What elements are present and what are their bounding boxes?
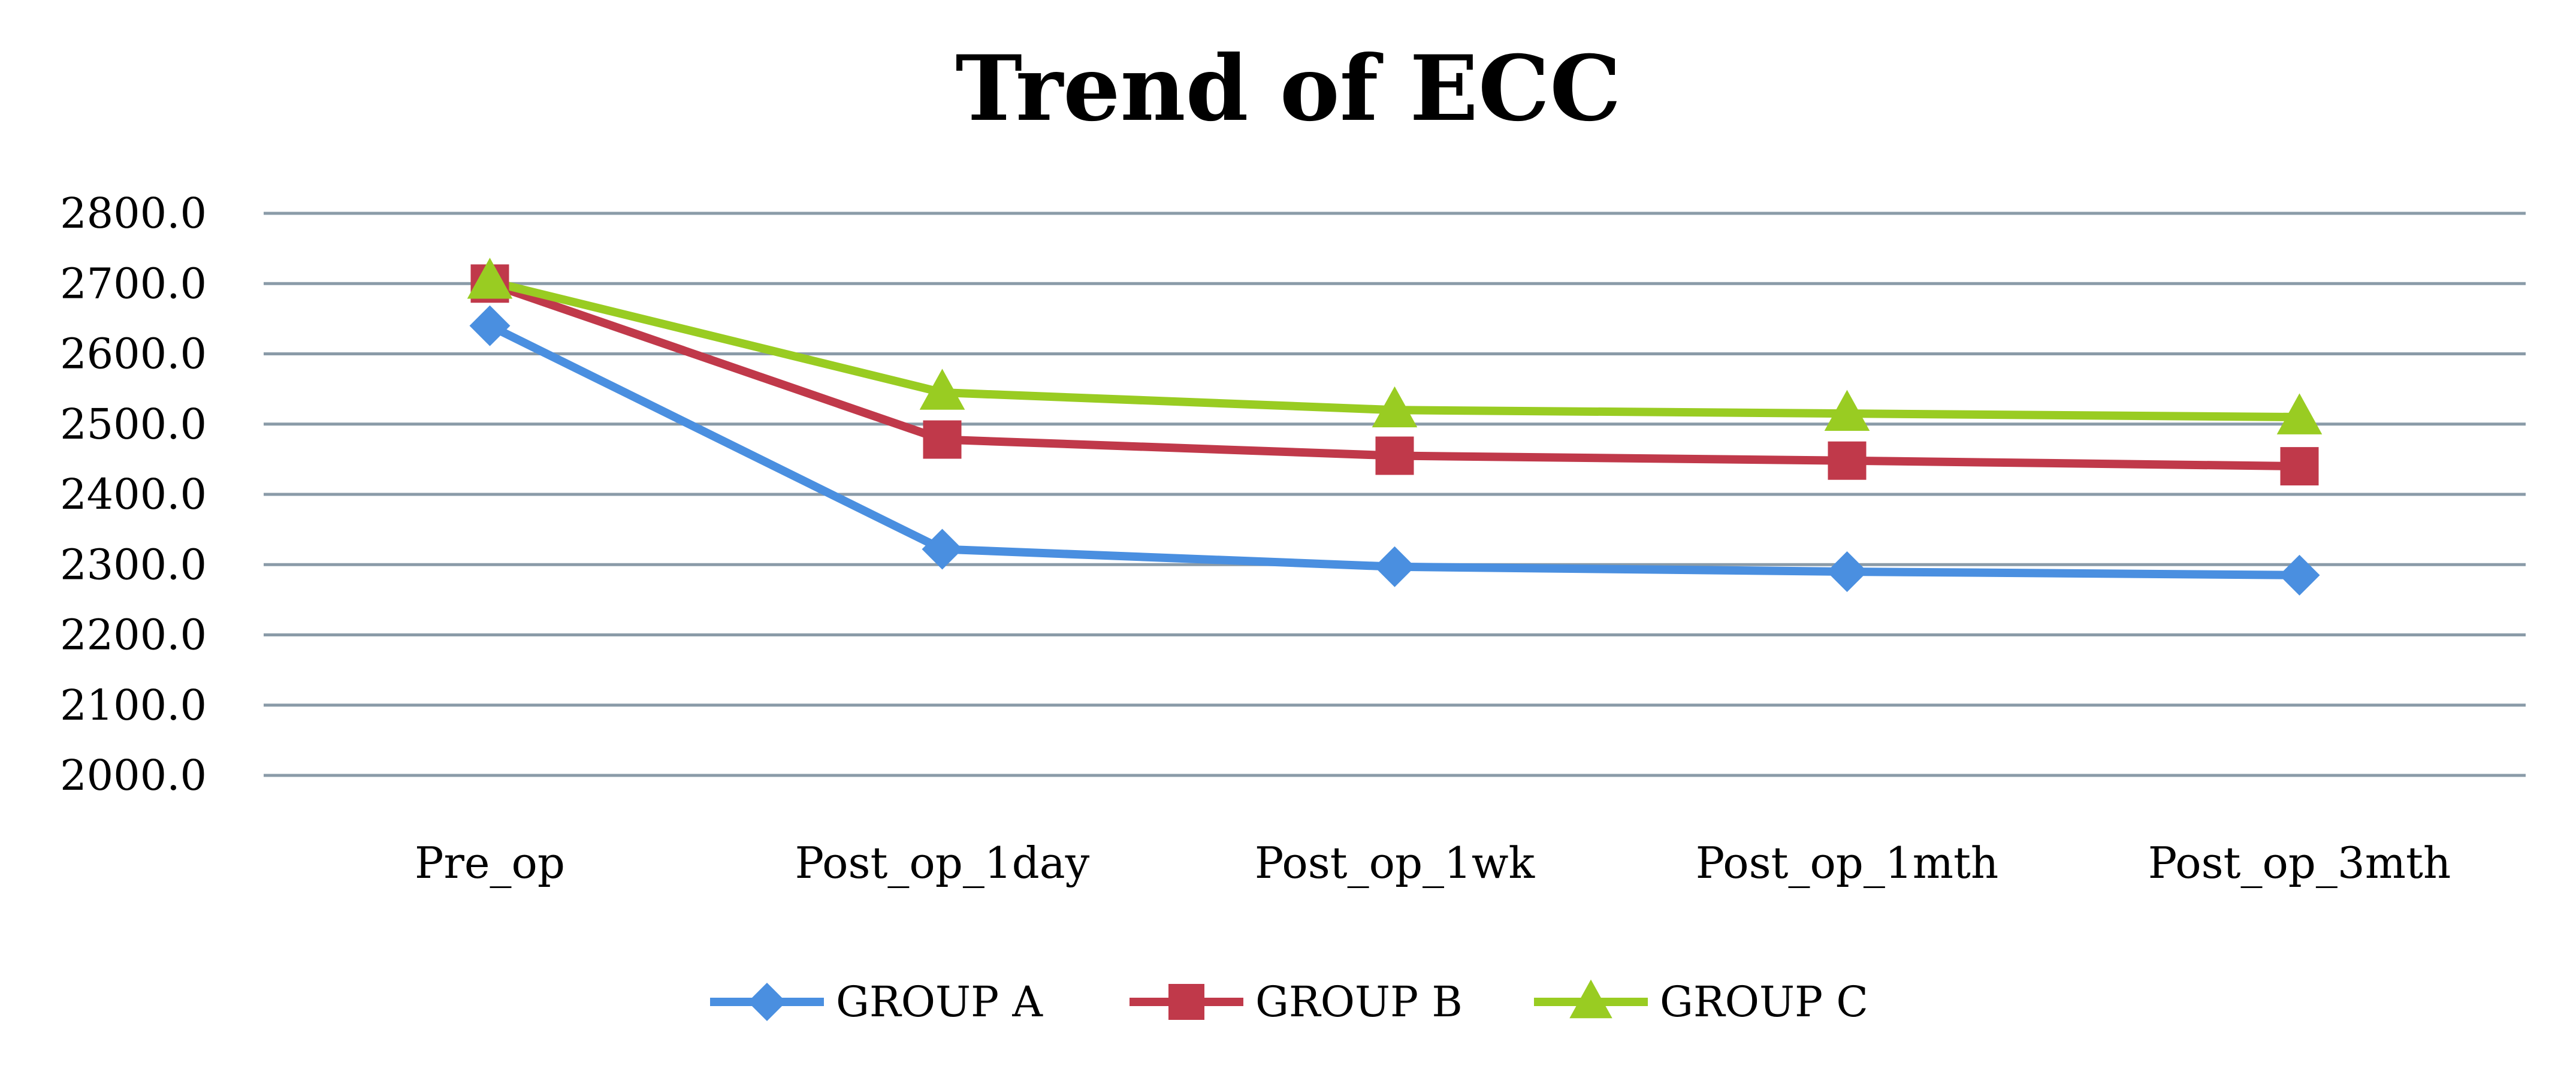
group-c-point [1372, 386, 1418, 428]
group-b-point [2280, 447, 2319, 486]
group-a-point [2279, 554, 2320, 596]
series-lines [485, 277, 2304, 579]
series-markers [467, 258, 2323, 596]
y-tick-label: 2200.0 [60, 611, 207, 660]
group-a-point [1374, 546, 1415, 587]
group-c-point [2276, 393, 2323, 434]
legend: GROUP A GROUP B GROUP C [710, 977, 1868, 1026]
group-c-point [467, 258, 513, 299]
x-tick-label: Post_op_1day [795, 838, 1090, 888]
y-tick-label: 2800.0 [60, 189, 207, 238]
y-tick-label: 2300.0 [60, 540, 207, 589]
x-tick-label: Post_op_1wk [1255, 838, 1536, 888]
y-axis-ticks: 2800.0 2700.0 2600.0 2500.0 2400.0 2300.0 2200… [60, 189, 207, 800]
y-tick-label: 2100.0 [60, 681, 207, 730]
chart-title: Trend of ECC [955, 36, 1621, 141]
gridlines [264, 212, 2526, 777]
group-b-legend-label: GROUP B [1255, 977, 1463, 1026]
group-a-legend-marker [748, 983, 786, 1021]
group-c-legend-marker [1569, 979, 1612, 1019]
y-tick-label: 2600.0 [60, 330, 207, 379]
group-a-point [469, 305, 511, 346]
x-axis-labels: Pre_op Post_op_1day Post_op_1wk Post_op_1mt… [415, 838, 2451, 888]
group-c-point [1824, 389, 1870, 431]
group-c-point [919, 369, 965, 410]
x-tick-label: Pre_op [415, 838, 565, 888]
group-a-point [922, 529, 963, 570]
x-tick-label: Post_op_1mth [1696, 838, 1999, 888]
group-b-point [923, 420, 962, 459]
y-tick-label: 2500.0 [60, 400, 207, 449]
group-c-legend-label: GROUP C [1660, 977, 1868, 1026]
x-tick-label: Post_op_3mth [2148, 838, 2451, 888]
y-tick-label: 2400.0 [60, 470, 207, 519]
group-b-legend-marker [1168, 984, 1204, 1020]
y-tick-label: 2000.0 [60, 751, 207, 800]
group-b-point [1375, 436, 1414, 475]
y-tick-label: 2700.0 [60, 259, 207, 308]
group-a-legend-label: GROUP A [836, 977, 1043, 1026]
group-a-point [1826, 551, 1868, 592]
group-b-point [1828, 441, 1867, 480]
